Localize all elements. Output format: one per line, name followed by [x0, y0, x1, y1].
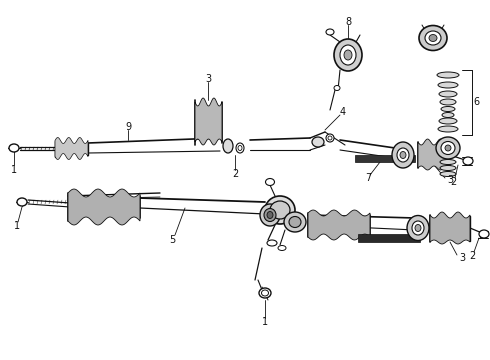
Ellipse shape [397, 148, 409, 162]
Ellipse shape [326, 134, 334, 142]
Ellipse shape [400, 152, 406, 158]
Text: 2: 2 [469, 251, 475, 261]
Ellipse shape [429, 35, 437, 41]
Text: 3: 3 [459, 253, 465, 263]
Ellipse shape [438, 126, 458, 132]
Ellipse shape [260, 204, 280, 226]
Ellipse shape [238, 145, 242, 150]
Text: 2: 2 [232, 169, 238, 179]
Ellipse shape [415, 225, 421, 231]
Ellipse shape [440, 159, 456, 165]
Ellipse shape [438, 82, 458, 88]
Text: 9: 9 [125, 122, 131, 132]
Ellipse shape [267, 240, 277, 246]
Text: 1: 1 [262, 317, 268, 327]
Text: 2: 2 [450, 177, 456, 187]
Ellipse shape [264, 208, 276, 221]
Ellipse shape [270, 201, 290, 219]
Ellipse shape [439, 91, 457, 97]
Text: 7: 7 [365, 173, 371, 183]
Text: 1: 1 [11, 165, 17, 175]
Ellipse shape [289, 216, 301, 228]
Ellipse shape [407, 216, 429, 240]
Ellipse shape [265, 196, 295, 224]
Ellipse shape [223, 139, 233, 153]
Text: 3: 3 [205, 74, 211, 84]
Text: 5: 5 [169, 235, 175, 245]
Ellipse shape [441, 107, 455, 112]
Ellipse shape [392, 142, 414, 168]
Ellipse shape [236, 143, 244, 153]
Polygon shape [195, 98, 222, 145]
Text: 1: 1 [14, 221, 20, 231]
Ellipse shape [267, 212, 273, 219]
Ellipse shape [9, 144, 19, 152]
Ellipse shape [439, 118, 457, 124]
Ellipse shape [344, 50, 352, 60]
Ellipse shape [436, 137, 460, 159]
Ellipse shape [425, 31, 441, 45]
Ellipse shape [284, 212, 306, 232]
Ellipse shape [278, 246, 286, 251]
Ellipse shape [440, 99, 456, 105]
Ellipse shape [463, 157, 473, 165]
Ellipse shape [17, 198, 27, 206]
Ellipse shape [312, 137, 324, 147]
Ellipse shape [440, 166, 456, 171]
Bar [355, 155, 415, 162]
Ellipse shape [437, 72, 459, 78]
Polygon shape [55, 138, 88, 159]
Text: 3: 3 [447, 175, 453, 185]
Text: 8: 8 [345, 17, 351, 27]
Text: 6: 6 [473, 97, 479, 107]
Bar [358, 234, 420, 242]
Ellipse shape [266, 179, 274, 185]
Ellipse shape [334, 86, 340, 90]
Ellipse shape [326, 29, 334, 35]
Ellipse shape [328, 136, 332, 140]
Ellipse shape [334, 39, 362, 71]
Polygon shape [418, 139, 450, 170]
Ellipse shape [412, 221, 424, 235]
Text: 4: 4 [340, 107, 346, 117]
Ellipse shape [441, 141, 455, 154]
Polygon shape [430, 212, 470, 244]
Ellipse shape [259, 288, 271, 298]
Polygon shape [68, 189, 140, 225]
Ellipse shape [445, 145, 451, 151]
Ellipse shape [419, 26, 447, 50]
Ellipse shape [340, 45, 356, 65]
Ellipse shape [479, 230, 489, 238]
Polygon shape [308, 210, 370, 240]
Ellipse shape [262, 290, 269, 296]
Ellipse shape [440, 171, 456, 176]
Ellipse shape [442, 113, 454, 117]
